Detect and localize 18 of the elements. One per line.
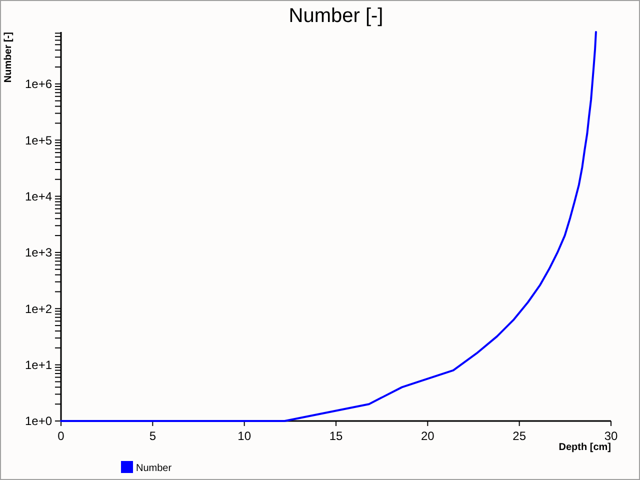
y-tick-label: 1e+6 [24,77,52,92]
y-axis-title: Number [-] [3,32,14,83]
chart-title: Number [-] [288,5,384,27]
x-tick-label: 15 [329,429,343,443]
x-tick-label: 5 [149,429,156,443]
y-tick-label: 1e+3 [24,246,52,260]
x-tick-label: 0 [58,429,65,443]
y-tick-label: 1e+4 [24,189,52,204]
x-tick-label: 20 [420,429,435,443]
y-tick-label: 1e+2 [24,302,52,316]
legend-label: Number [136,463,172,474]
x-tick-label: 25 [512,429,526,443]
x-tick-label: 10 [238,429,252,443]
y-tick-label: 1e+0 [24,414,52,428]
y-tick-label: 1e+5 [24,133,52,148]
y-tick-label: 1e+1 [24,358,52,372]
x-tick-label: 30 [604,429,618,443]
x-axis-title: Depth [cm] [558,442,611,453]
